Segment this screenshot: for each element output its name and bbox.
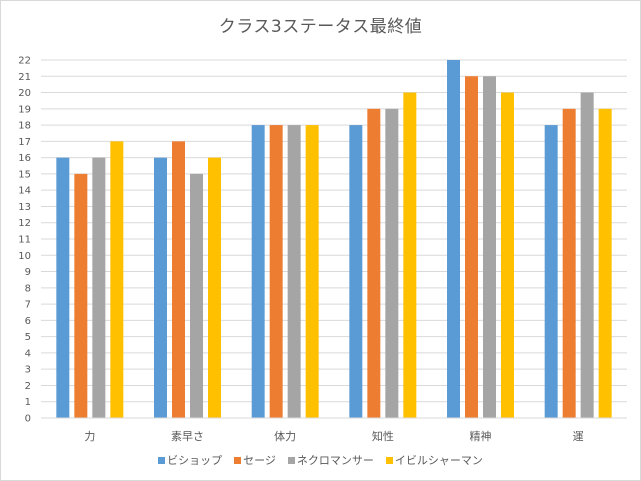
y-tick-label: 2 — [25, 381, 31, 392]
y-tick-label: 0 — [25, 414, 31, 425]
y-tick-label: 4 — [25, 348, 31, 359]
y-tick-label: 12 — [18, 218, 31, 229]
y-tick-label: 20 — [18, 88, 31, 99]
bar — [287, 125, 301, 418]
x-axis-categories: 力 素早さ 体力 知性 精神 運 — [84, 429, 583, 443]
y-tick-label: 10 — [18, 251, 31, 262]
legend-swatch — [158, 457, 166, 464]
bar — [172, 141, 185, 418]
y-tick-label: 13 — [18, 202, 31, 213]
legend: ビショップ セージ ネクロマンサー イビルシャーマン — [0, 452, 641, 468]
y-tick-label: 9 — [25, 267, 31, 278]
bar — [385, 108, 399, 419]
bar — [483, 76, 496, 418]
bar — [349, 125, 363, 418]
bar — [74, 173, 88, 418]
bar — [154, 157, 167, 419]
x-category-label: 精神 — [470, 429, 492, 443]
x-category-label: 体力 — [274, 429, 296, 443]
legend-item: セージ — [234, 452, 276, 468]
y-tick-label: 14 — [18, 186, 31, 197]
y-tick-label: 19 — [18, 104, 31, 115]
bar — [269, 125, 283, 418]
y-tick-label: 17 — [18, 137, 31, 148]
y-tick-label: 15 — [18, 169, 31, 180]
bar — [190, 173, 203, 418]
bar — [403, 92, 417, 418]
legend-label: セージ — [243, 454, 276, 467]
y-tick-label: 21 — [18, 72, 31, 83]
bars — [56, 60, 612, 419]
legend-item: イビルシャーマン — [385, 452, 483, 468]
y-tick-label: 16 — [18, 153, 31, 164]
bar — [562, 108, 576, 419]
bar — [92, 157, 106, 419]
legend-item: ビショップ — [158, 452, 222, 468]
legend-label: ネクロマンサー — [296, 454, 374, 467]
y-tick-label: 8 — [25, 283, 31, 294]
bar — [367, 108, 381, 419]
x-category-label: 知性 — [372, 429, 394, 443]
y-tick-label: 5 — [25, 332, 31, 343]
legend-swatch — [385, 457, 393, 464]
bar — [465, 76, 478, 418]
x-category-label: 力 — [84, 430, 95, 443]
bar — [580, 92, 594, 418]
legend-label: ビショップ — [167, 454, 223, 467]
gridlines — [41, 59, 627, 403]
y-tick-label: 22 — [18, 56, 31, 67]
legend-item: ネクロマンサー — [287, 452, 374, 468]
y-tick-label: 7 — [25, 300, 31, 311]
bar — [305, 125, 319, 418]
bar — [501, 92, 514, 418]
legend-swatch — [234, 457, 242, 464]
bar — [544, 125, 558, 418]
bar — [110, 141, 124, 418]
y-tick-label: 11 — [18, 235, 31, 246]
legend-label: イビルシャーマン — [394, 454, 483, 467]
x-category-label: 運 — [573, 430, 584, 443]
x-category-label: 素早さ — [171, 430, 204, 443]
y-tick-label: 3 — [25, 365, 31, 376]
legend-swatch — [287, 457, 295, 464]
y-tick-label: 18 — [18, 121, 31, 132]
bar — [251, 125, 265, 418]
chart-title: クラス3ステータス最終値 — [218, 17, 423, 37]
bar — [447, 60, 460, 418]
bar — [598, 108, 612, 419]
bar — [56, 157, 70, 419]
y-tick-label: 1 — [25, 397, 31, 408]
bar — [208, 157, 221, 419]
y-tick-label: 6 — [25, 316, 31, 327]
